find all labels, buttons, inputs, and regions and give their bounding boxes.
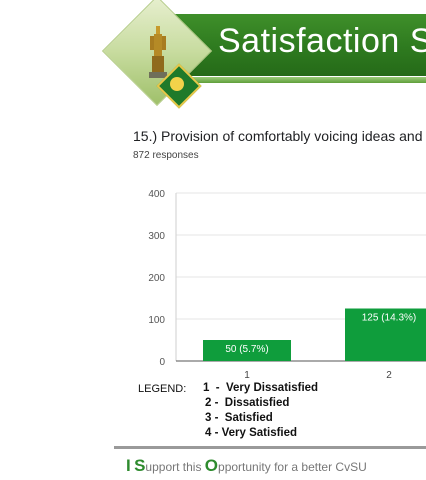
slogan-i: I: [126, 456, 131, 475]
response-count: 872 responses: [133, 150, 199, 161]
slogan-o: O: [204, 456, 219, 475]
question-title: 15.) Provision of comfortably voicing id…: [133, 128, 426, 144]
x-tick-label: 1: [244, 370, 250, 381]
legend-item-4: 4 - Very Satisfied: [205, 427, 298, 439]
legend-item-2: 2 - Dissatisfied: [205, 397, 290, 409]
seal-emblem-icon: [170, 77, 184, 91]
bar-chart: 0 100 200 300 400 50 (5.7%) 1 125 (14.3%) 2: [148, 189, 426, 381]
slogan-s: S: [134, 456, 146, 475]
x-tick-label: 2: [386, 370, 392, 381]
y-tick-label: 100: [148, 315, 165, 326]
footer-slogan: I Support this Opportunity for a better …: [126, 456, 367, 476]
statue-icon: [149, 26, 167, 78]
y-tick-label: 400: [148, 189, 165, 200]
legend-title: LEGEND:: [138, 383, 187, 395]
y-tick-label: 200: [148, 273, 165, 284]
y-tick-label: 300: [148, 231, 165, 242]
slogan-rest: pportunity for a better CvSU: [218, 460, 367, 474]
banner-title: Satisfaction S: [218, 22, 426, 60]
bar-data-label: 50 (5.7%): [225, 344, 268, 355]
slogan-upport: upport this: [145, 460, 205, 474]
legend-item-3: 3 - Satisfied: [205, 412, 273, 424]
footer-divider: [114, 446, 426, 449]
legend-item-1: 1 - Very Dissatisfied: [203, 382, 319, 394]
banner-stripe: [150, 77, 426, 83]
bar: [203, 340, 291, 361]
bar-data-label: 125 (14.3%): [362, 313, 416, 324]
y-tick-label: 0: [159, 357, 165, 368]
bar: [345, 308, 426, 361]
